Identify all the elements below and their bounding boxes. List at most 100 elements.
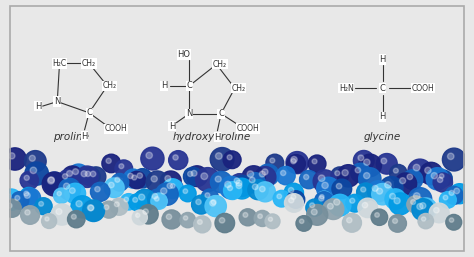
Circle shape: [169, 151, 188, 170]
Circle shape: [180, 213, 196, 228]
Circle shape: [29, 155, 36, 161]
Circle shape: [76, 201, 82, 207]
Circle shape: [62, 166, 83, 187]
Circle shape: [132, 175, 137, 180]
Text: COOH: COOH: [411, 84, 434, 93]
Circle shape: [308, 155, 326, 173]
Circle shape: [210, 171, 232, 193]
Circle shape: [417, 204, 423, 210]
Circle shape: [310, 203, 315, 208]
Circle shape: [255, 167, 276, 188]
Circle shape: [389, 193, 411, 215]
Circle shape: [115, 177, 120, 182]
Circle shape: [287, 154, 305, 173]
Circle shape: [367, 181, 389, 202]
Circle shape: [322, 182, 328, 189]
Circle shape: [205, 193, 210, 198]
Circle shape: [106, 158, 111, 163]
Circle shape: [227, 155, 232, 160]
Circle shape: [115, 160, 133, 177]
Circle shape: [90, 171, 96, 177]
Circle shape: [128, 173, 133, 179]
Circle shape: [133, 197, 137, 202]
Circle shape: [243, 213, 248, 217]
Circle shape: [346, 218, 352, 223]
Circle shape: [148, 189, 168, 209]
Text: N: N: [54, 97, 61, 106]
Circle shape: [210, 148, 234, 171]
Circle shape: [69, 188, 75, 194]
Circle shape: [231, 178, 253, 199]
Text: C: C: [186, 81, 192, 90]
Circle shape: [24, 192, 30, 198]
Circle shape: [210, 200, 216, 206]
Circle shape: [415, 198, 437, 219]
Circle shape: [66, 171, 73, 176]
Circle shape: [359, 168, 381, 190]
Circle shape: [277, 194, 282, 199]
Circle shape: [317, 177, 340, 200]
Circle shape: [449, 218, 454, 222]
Circle shape: [48, 177, 55, 183]
Circle shape: [332, 179, 352, 199]
Circle shape: [249, 177, 255, 183]
Circle shape: [257, 164, 279, 186]
Circle shape: [21, 206, 39, 224]
Circle shape: [252, 184, 258, 190]
Circle shape: [408, 159, 432, 183]
Circle shape: [124, 197, 128, 202]
Circle shape: [35, 198, 52, 215]
Text: CH₂: CH₂: [82, 59, 96, 68]
Circle shape: [259, 186, 265, 192]
Circle shape: [25, 210, 30, 215]
Circle shape: [311, 209, 317, 215]
Circle shape: [239, 209, 256, 226]
Text: H: H: [82, 132, 88, 141]
Circle shape: [337, 165, 360, 187]
Text: glycine: glycine: [364, 132, 401, 142]
Circle shape: [201, 189, 219, 206]
Circle shape: [138, 194, 145, 200]
Text: COOH: COOH: [237, 124, 260, 133]
Circle shape: [439, 191, 456, 208]
Circle shape: [111, 173, 129, 191]
Circle shape: [183, 216, 188, 220]
Circle shape: [58, 170, 77, 188]
Circle shape: [376, 188, 383, 194]
Circle shape: [291, 157, 297, 163]
Text: H₂C: H₂C: [53, 59, 66, 68]
Circle shape: [15, 196, 20, 200]
Circle shape: [300, 170, 318, 189]
Circle shape: [371, 209, 388, 225]
Circle shape: [434, 207, 439, 213]
Circle shape: [215, 213, 235, 233]
Circle shape: [20, 171, 38, 189]
Text: C: C: [86, 108, 92, 117]
Circle shape: [443, 195, 448, 200]
Circle shape: [247, 171, 254, 177]
Circle shape: [375, 213, 379, 217]
Circle shape: [151, 176, 157, 182]
Circle shape: [59, 178, 81, 200]
Circle shape: [72, 214, 76, 219]
Circle shape: [104, 178, 124, 198]
Circle shape: [449, 184, 470, 204]
Circle shape: [342, 170, 348, 176]
Circle shape: [86, 167, 106, 187]
Circle shape: [287, 191, 305, 208]
Circle shape: [152, 194, 158, 199]
Circle shape: [207, 196, 225, 213]
Circle shape: [195, 168, 220, 192]
Circle shape: [155, 197, 159, 201]
Circle shape: [230, 174, 249, 193]
Circle shape: [198, 220, 202, 224]
Circle shape: [223, 151, 241, 169]
Circle shape: [183, 167, 202, 186]
Circle shape: [155, 183, 178, 205]
Circle shape: [188, 171, 193, 177]
Circle shape: [364, 159, 370, 165]
Circle shape: [291, 195, 296, 199]
Circle shape: [359, 154, 382, 177]
Circle shape: [420, 203, 426, 209]
Circle shape: [331, 167, 348, 185]
